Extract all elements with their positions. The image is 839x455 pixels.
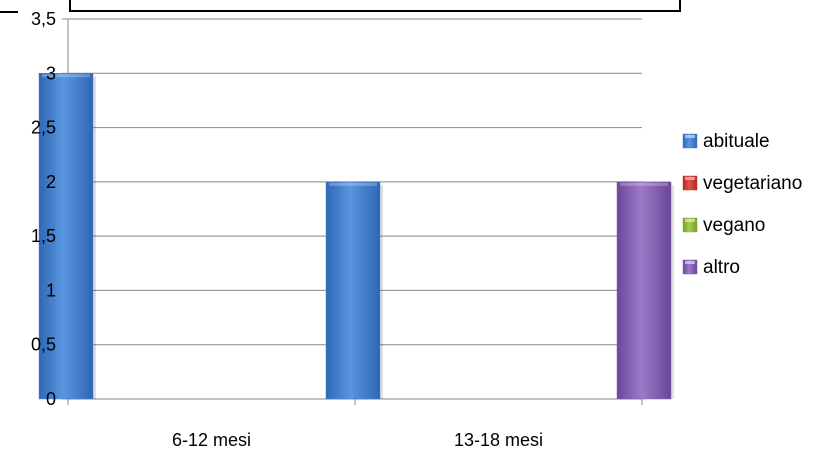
y-tick-label: 0,5: [31, 335, 56, 355]
legend-item-vegetariano: vegetariano: [682, 173, 802, 194]
x-tick-label: 13-18 mesi: [454, 430, 543, 450]
legend-item-altro: altro: [682, 257, 740, 278]
bar-highlight: [620, 182, 668, 186]
y-tick-label: 1,5: [31, 226, 56, 246]
y-tick-label: 3: [46, 63, 56, 83]
y-tick-label: 0: [46, 389, 56, 409]
legend-label: abituale: [703, 131, 770, 152]
bar-abituale-6-12-mesi: [38, 73, 94, 400]
legend-swatch-highlight: [685, 135, 695, 138]
legend-item-abituale: abituale: [682, 131, 770, 152]
bar-highlight: [42, 74, 90, 78]
legend-label: vegano: [703, 215, 765, 236]
bar-altro-13-18-mesi: [616, 181, 672, 400]
legend-swatch-highlight: [685, 177, 695, 180]
y-tick-label: 1: [46, 280, 56, 300]
y-tick-label: 3,5: [31, 9, 56, 29]
legend-swatch-highlight: [685, 219, 695, 222]
bar-abituale-13-18-mesi: [325, 181, 381, 400]
legend-label: altro: [703, 257, 740, 278]
x-axis-tick-labels: 6-12 mesi 13-18 mesi: [172, 430, 543, 450]
legend-item-vegano: vegano: [682, 215, 765, 236]
legend: abituale vegetariano vegano altro: [682, 131, 802, 278]
top-frame: [0, 0, 681, 13]
legend-label: vegetariano: [703, 173, 802, 194]
bar-highlight: [329, 182, 377, 186]
legend-swatch-highlight: [685, 261, 695, 264]
x-tick-label: 6-12 mesi: [172, 430, 251, 450]
y-tick-label: 2,5: [31, 118, 56, 138]
y-axis-tick-labels: 0 0,5 1 1,5 2 2,5 3 3,5: [31, 9, 56, 409]
y-tick-label: 2: [46, 172, 56, 192]
bars: [38, 73, 674, 400]
